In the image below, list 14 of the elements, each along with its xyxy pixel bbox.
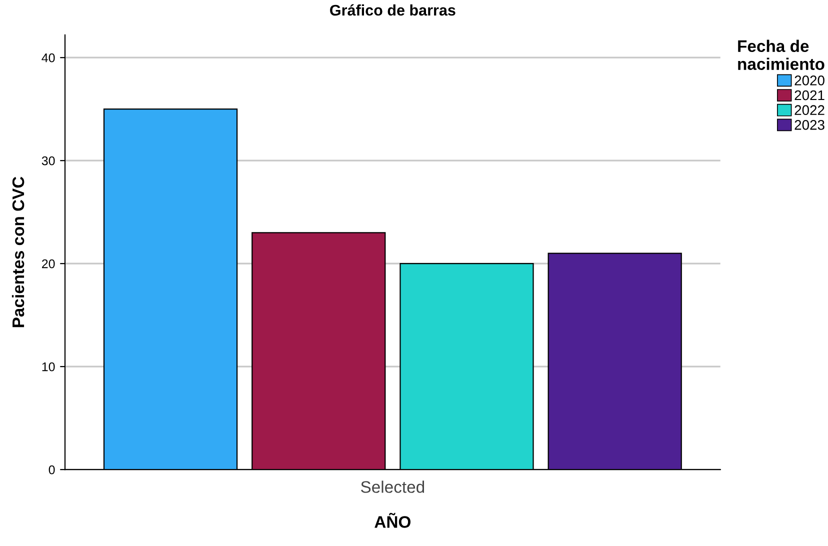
- legend-label: 2021: [794, 90, 824, 100]
- legend-title: Fecha de nacimiento: [738, 40, 824, 70]
- y-tick-label: 20: [42, 259, 55, 268]
- legend-label: 2020: [794, 76, 824, 86]
- y-tick-label: 30: [42, 156, 55, 166]
- x-axis-title: AÑO: [374, 512, 410, 528]
- x-tick-label: Selected: [361, 480, 424, 493]
- legend-label: 2023: [794, 120, 824, 130]
- y-tick-label: 40: [42, 53, 55, 62]
- y-axis-title: Pacientes con CVC: [12, 176, 24, 328]
- y-tick-label: 0: [48, 465, 55, 474]
- legend-label: 2022: [794, 105, 824, 116]
- chart-title: Gráfico de barras: [330, 4, 456, 16]
- y-tick-label: 10: [42, 362, 55, 372]
